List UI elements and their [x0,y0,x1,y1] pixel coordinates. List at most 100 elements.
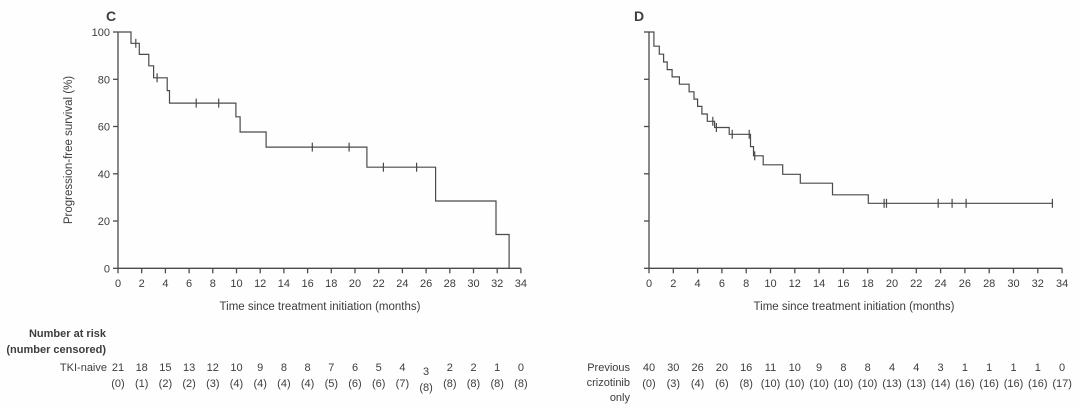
x-tick-label: 16 [301,278,313,290]
x-tick-label: 32 [1032,278,1044,290]
x-tick-label: 14 [278,278,290,290]
y-tick-label: 20 [98,216,110,228]
censored-value: (6) [348,378,361,390]
x-tick-label: 32 [491,278,503,290]
risk-row-label-line1: Previous [587,362,630,374]
censored-value: (16) [955,378,975,390]
at-risk-value: 9 [816,362,822,374]
censored-value: (16) [1004,378,1024,390]
x-tick-label: 12 [254,278,266,290]
censored-value: (4) [230,378,243,390]
censored-value: (16) [979,378,999,390]
x-tick-label: 28 [983,278,995,290]
risk-table-header-line2: (number censored) [6,344,106,356]
censored-value: (4) [301,378,314,390]
at-risk-value: 21 [112,362,124,374]
censored-value: (10) [858,378,878,390]
x-tick-label: 26 [420,278,432,290]
censored-value: (16) [1028,378,1048,390]
x-tick-label: 26 [959,278,971,290]
panel-letter-C: C [106,8,116,24]
y-tick-label: 80 [98,74,110,86]
x-tick-label: 24 [934,278,946,290]
x-tick-label: 6 [186,278,192,290]
at-risk-value: 13 [183,362,195,374]
at-risk-value: 30 [667,362,679,374]
censored-value: (13) [882,378,902,390]
censored-value: (4) [691,378,704,390]
at-risk-value: 15 [159,362,171,374]
x-tick-label: 6 [719,278,725,290]
y-axis-title: Progression-free survival (%) [63,76,75,224]
at-risk-value: 1 [962,362,968,374]
at-risk-value: 1 [986,362,992,374]
x-tick-label: 30 [467,278,479,290]
censored-value: (1) [135,378,148,390]
km-curve [118,31,510,269]
x-tick-label: 22 [910,278,922,290]
at-risk-value: 4 [399,362,405,374]
y-tick-label: 0 [104,263,110,275]
km-plot-tki-naive: C Time since treatment initiation (month… [6,8,528,394]
at-risk-value: 9 [257,362,263,374]
x-tick-label: 20 [886,278,898,290]
at-risk-value: 8 [305,362,311,374]
at-risk-value: 10 [789,362,801,374]
at-risk-value: 2 [470,362,476,374]
panel-D: D Time since treatment initiation (month… [540,0,1080,406]
km-curve [649,31,1053,204]
censored-value: (10) [785,378,805,390]
at-risk-value: 4 [889,362,895,374]
censored-value: (10) [761,378,781,390]
x-tick-label: 28 [444,278,456,290]
km-plot-previous-crizotinib: D Time since treatment initiation (month… [587,8,1072,404]
at-risk-value: 16 [740,362,752,374]
at-risk-value: 26 [691,362,703,374]
x-tick-label: 0 [115,278,121,290]
x-tick-label: 10 [764,278,776,290]
at-risk-value: 40 [643,362,655,374]
censored-value: (17) [1052,378,1072,390]
at-risk-value: 8 [281,362,287,374]
x-tick-label: 20 [349,278,361,290]
at-risk-value: 10 [230,362,242,374]
at-risk-value: 3 [423,366,429,378]
at-risk-value: 7 [328,362,334,374]
risk-table-header-line1: Number at risk [29,328,107,340]
x-tick-label: 16 [837,278,849,290]
x-tick-label: 2 [139,278,145,290]
x-tick-label: 30 [1007,278,1019,290]
at-risk-value: 11 [765,362,776,374]
at-risk-value: 1 [1010,362,1016,374]
x-tick-label: 18 [325,278,337,290]
x-tick-label: 22 [373,278,385,290]
x-axis-title: Time since treatment initiation (months) [754,301,955,313]
x-tick-label: 4 [695,278,701,290]
censored-value: (8) [467,378,480,390]
plot-content-D: 0 2 4 6 8 10 12 14 16 18 20 22 24 26 28 30 32 3440(0)30(3… [642,31,1072,390]
at-risk-value: 20 [716,362,728,374]
x-axis-title: Time since treatment initiation (months) [220,301,421,313]
censored-value: (6) [715,378,728,390]
censored-value: (6) [372,378,385,390]
censored-value: (3) [667,378,680,390]
at-risk-value: 8 [840,362,846,374]
censored-value: (5) [325,378,338,390]
x-tick-label: 34 [515,278,527,290]
x-tick-label: 34 [1056,278,1068,290]
x-tick-label: 14 [813,278,825,290]
at-risk-value: 12 [207,362,219,374]
at-risk-value: 6 [352,362,358,374]
risk-row-label-line3: only [610,392,631,404]
at-risk-value: 8 [865,362,871,374]
censored-value: (10) [834,378,854,390]
at-risk-value: 0 [518,362,524,374]
at-risk-value: 0 [1059,362,1065,374]
censored-value: (2) [182,378,195,390]
censored-value: (7) [396,378,409,390]
censored-value: (8) [490,378,503,390]
censored-value: (2) [159,378,172,390]
at-risk-value: 2 [447,362,453,374]
